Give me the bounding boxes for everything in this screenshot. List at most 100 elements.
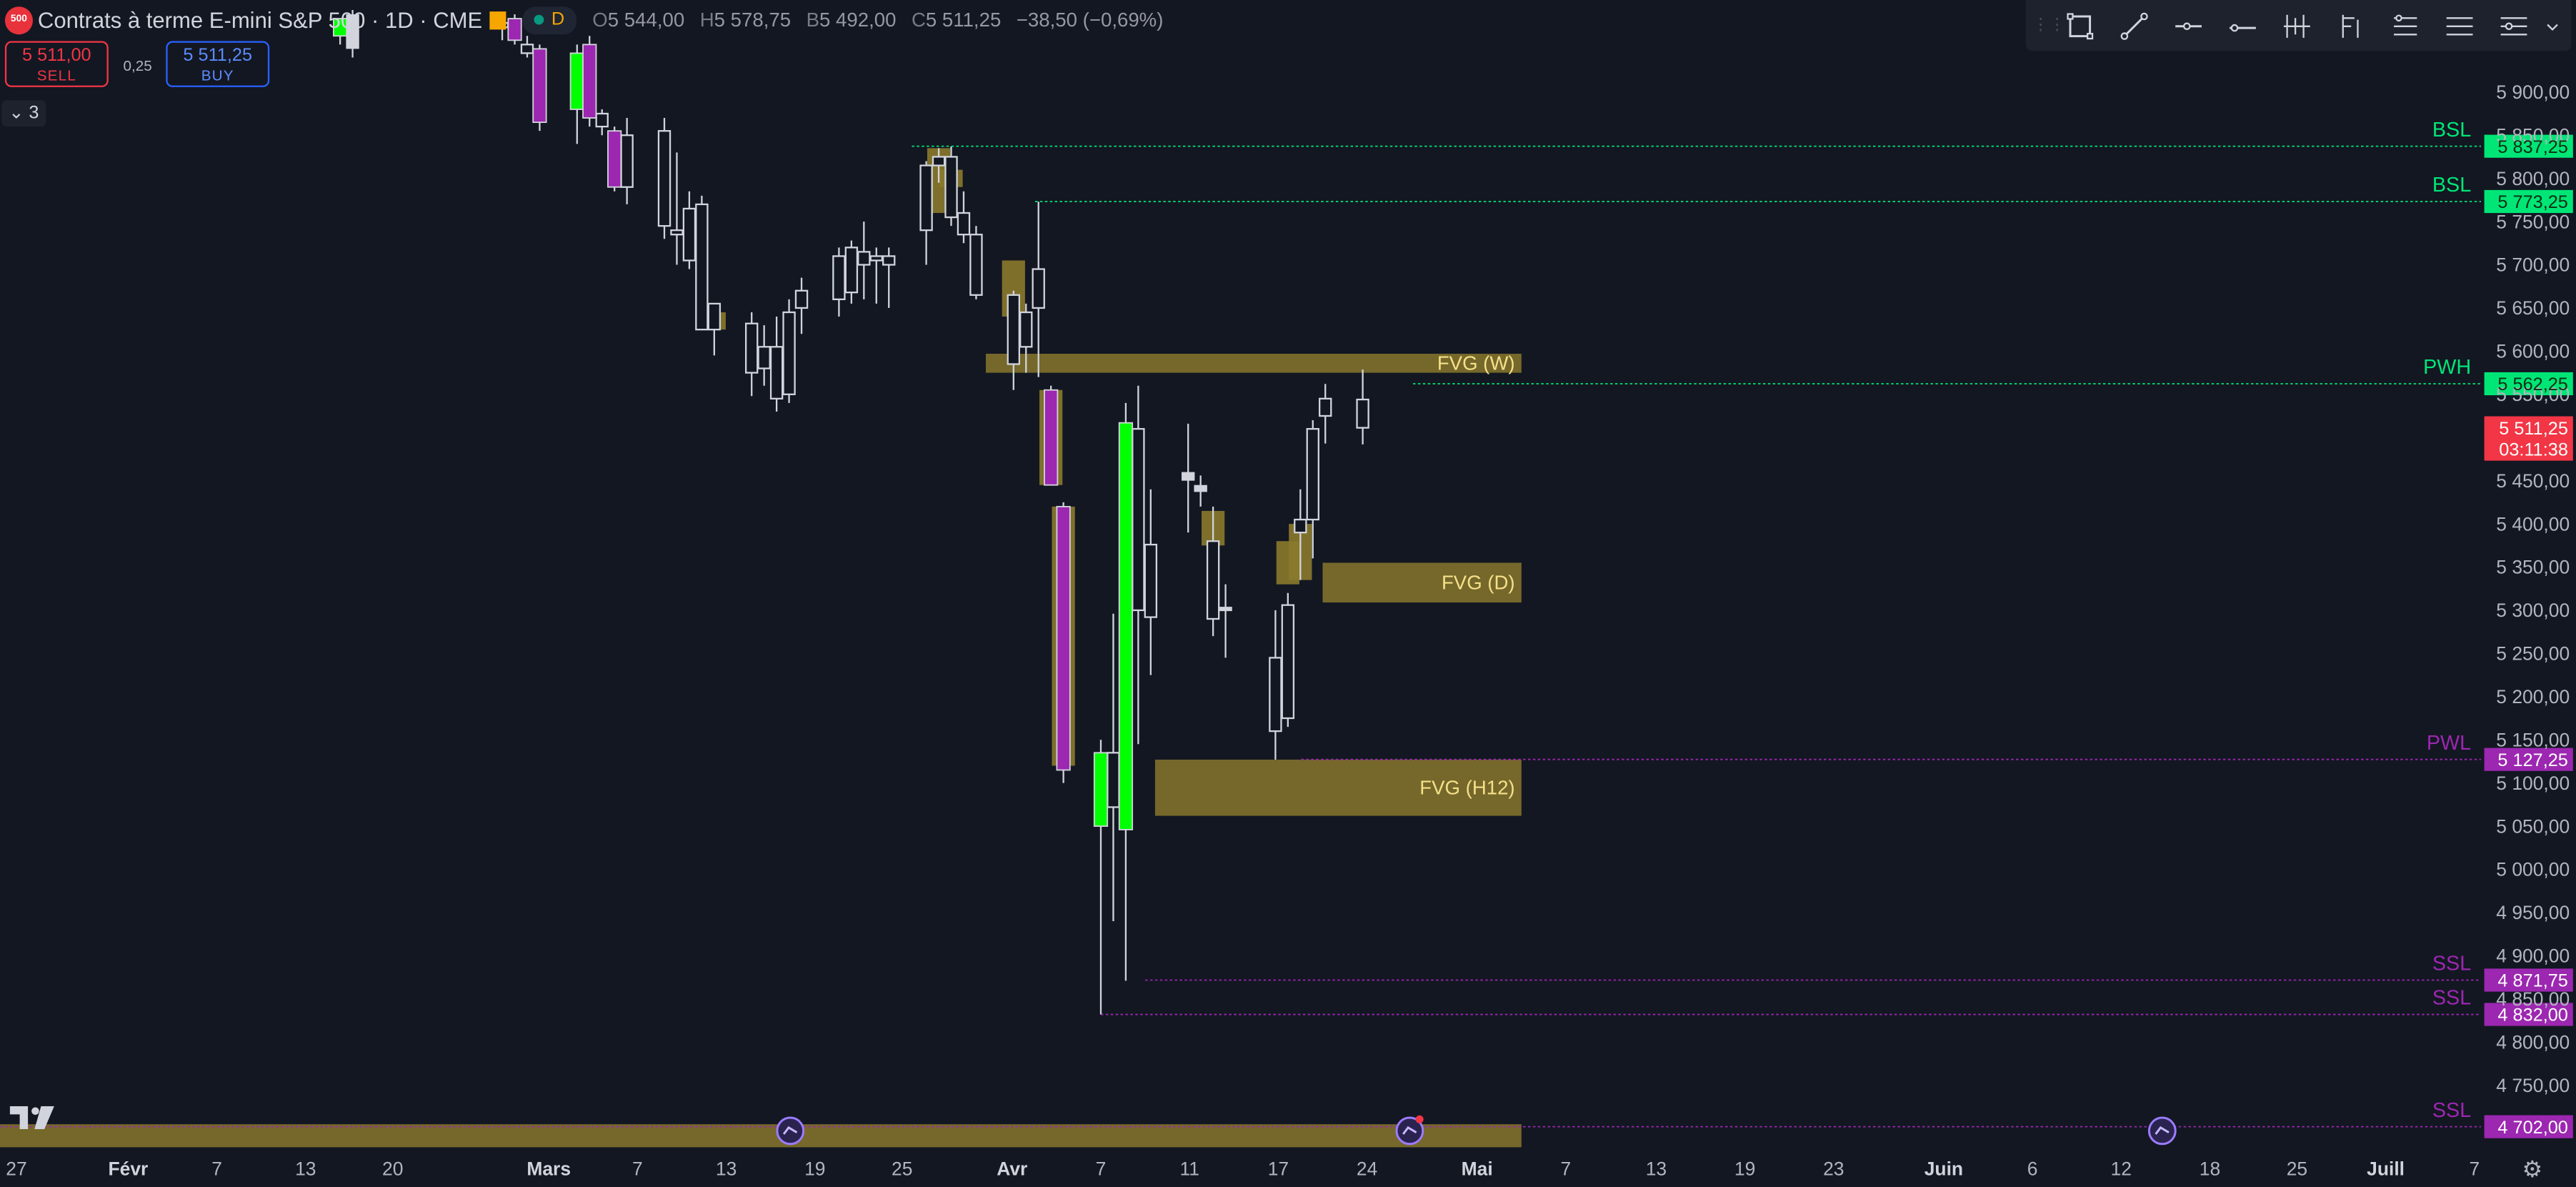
candle <box>620 118 634 204</box>
candle-body <box>682 207 697 262</box>
rectangle-tool-icon[interactable] <box>2052 0 2107 51</box>
candle <box>1206 506 1220 637</box>
candle-body <box>1032 268 1045 309</box>
sell-button[interactable]: 5 511,00 SELL <box>4 41 109 87</box>
candle-body <box>1044 389 1059 486</box>
candle <box>1319 384 1332 444</box>
price-axis-tick: 4 950,00 <box>2496 902 2570 923</box>
candle-body <box>1093 752 1109 827</box>
price-tag <box>2484 968 2573 992</box>
price-axis-tick: 5 100,00 <box>2496 773 2570 794</box>
time-axis-tick: 6 <box>2027 1158 2038 1180</box>
candle-body <box>1356 398 1369 429</box>
candle-body <box>346 14 359 49</box>
settings-sliders-icon[interactable] <box>2486 0 2540 51</box>
symbol-title[interactable]: Contrats à terme E-mini S&P 500 · 1D · C… <box>37 7 483 32</box>
candle-body <box>670 229 684 236</box>
long-position-tool-icon[interactable] <box>2269 0 2323 51</box>
event-marker-icon[interactable] <box>1395 1115 1424 1146</box>
time-axis-tick: 27 <box>6 1158 26 1180</box>
fvg-zone-bottom <box>0 1124 1522 1148</box>
candle-body <box>944 156 958 219</box>
symbol-logo[interactable]: 500 <box>4 6 33 34</box>
horizontal-line-tool-icon[interactable] <box>2215 0 2269 51</box>
price-tag-text: 4 832,00 <box>2497 1005 2567 1025</box>
candle-body <box>757 346 771 369</box>
time-axis-tick: Mai <box>1462 1158 1493 1180</box>
candle <box>882 247 896 308</box>
candle-body <box>1144 543 1158 618</box>
candle-body <box>832 255 846 301</box>
candle <box>1032 202 1045 377</box>
price-axis-tick: 4 900,00 <box>2496 945 2570 967</box>
price-tag-text: 5 837,25 <box>2497 137 2567 157</box>
candle <box>1306 420 1319 559</box>
candle-body <box>1306 427 1319 521</box>
price-axis-tick: 5 650,00 <box>2496 297 2570 319</box>
candle-body <box>1194 485 1207 492</box>
price-tag-text: 5 562,25 <box>2497 374 2567 394</box>
candle-body <box>794 289 809 309</box>
candle-body <box>919 164 933 232</box>
event-marker-icon[interactable] <box>776 1116 805 1146</box>
buy-button[interactable]: 5 511,25 BUY <box>166 41 270 87</box>
price-axis-tick: 5 400,00 <box>2496 513 2570 535</box>
indicators-count: 3 <box>29 103 39 124</box>
labels-layer <box>776 134 2573 1146</box>
candle-body <box>932 156 946 167</box>
gear-icon[interactable]: ⚙ <box>2522 1155 2543 1182</box>
liquidity-label: PWH <box>2423 356 2471 379</box>
time-axis-tick: 7 <box>632 1158 643 1180</box>
drag-handle-icon[interactable]: ⋮⋮ <box>2032 16 2066 35</box>
candle-body <box>707 302 722 331</box>
horizontal-ray-tool-icon[interactable] <box>2161 0 2215 51</box>
candle-body <box>520 44 534 54</box>
candle <box>832 247 846 317</box>
candle-body <box>1206 540 1220 620</box>
flag-icon[interactable] <box>489 10 506 29</box>
fvg-zone <box>986 353 1522 373</box>
time-axis-tick: 7 <box>1561 1158 1572 1180</box>
bar-countdown: 03:11:38 <box>2499 440 2568 460</box>
sell-label: SELL <box>36 67 76 84</box>
price-axis-tick: 4 850,00 <box>2496 988 2570 1010</box>
market-status-chip[interactable]: D <box>521 6 576 34</box>
candle <box>1144 489 1158 675</box>
symbol-header: 500 Contrats à terme E-mini S&P 500 · 1D… <box>0 5 1163 34</box>
candle <box>1044 385 1059 486</box>
trend-line-tool-icon[interactable] <box>2107 0 2161 51</box>
event-marker-icon[interactable] <box>2147 1116 2177 1146</box>
candle-body <box>1019 311 1033 348</box>
tradingview-logo-icon[interactable] <box>9 1106 56 1130</box>
candle-body <box>507 18 522 41</box>
time-axis-tick: 7 <box>2469 1158 2480 1180</box>
candle <box>944 146 958 227</box>
candle <box>1181 423 1195 533</box>
parallel-channel-tool-icon[interactable] <box>2432 0 2486 51</box>
candle <box>520 36 534 58</box>
indicators-collapse-button[interactable]: ⌄ 3 <box>1 100 46 127</box>
price-axis-tick: 5 600,00 <box>2496 341 2570 362</box>
fvg-label: FVG (H12) <box>1419 776 1514 798</box>
time-axis-tick: 17 <box>1268 1158 1289 1180</box>
price-tag-text: 5 127,25 <box>2497 750 2567 770</box>
liquidity-label: SSL <box>2432 987 2471 1010</box>
candle <box>1132 385 1145 745</box>
candle <box>794 277 809 334</box>
candle <box>1194 475 1207 507</box>
price-axis-tick: 4 800,00 <box>2496 1031 2570 1053</box>
pitchfork-tool-icon[interactable] <box>2377 0 2432 51</box>
candle <box>844 240 859 304</box>
fib-tool-icon[interactable] <box>2323 0 2377 51</box>
liquidity-label: BSL <box>2432 119 2471 141</box>
toolbar-expand-icon[interactable] <box>2540 0 2565 51</box>
candle-body <box>582 44 597 119</box>
time-axis-tick: 13 <box>1646 1158 1667 1180</box>
price-axis-tick: 5 700,00 <box>2496 254 2570 276</box>
spread-value: 0,25 <box>123 57 152 74</box>
drawing-toolbar: ⋮⋮ <box>2025 0 2572 51</box>
time-axis-tick: 7 <box>1096 1158 1107 1180</box>
price-axis-tick: 5 900,00 <box>2496 81 2570 103</box>
candle <box>1294 489 1307 580</box>
